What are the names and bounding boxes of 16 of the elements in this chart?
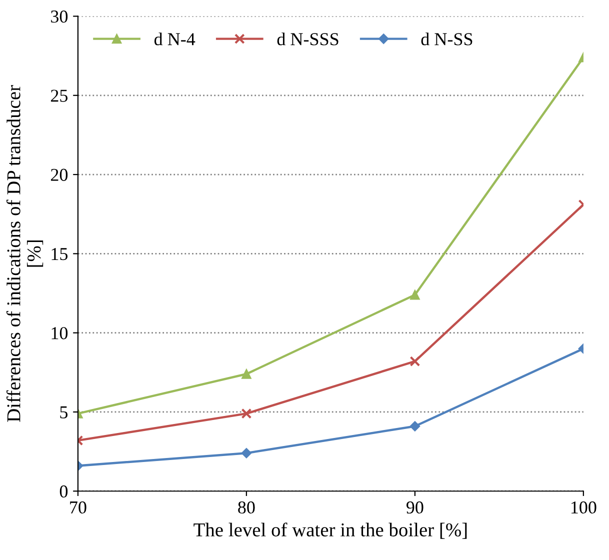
y-tick-label: 0 (60, 485, 68, 498)
y-axis-title: Differences of indications of DP transducer [%] (6, 85, 44, 422)
legend-label: d N-SSS (277, 32, 338, 46)
y-tick-label: 5 (60, 406, 68, 418)
x-tick-label: 80 (238, 501, 255, 514)
y-tick-label: 15 (52, 248, 68, 260)
y-tick-label: 30 (51, 10, 68, 23)
y-tick-label: 10 (52, 327, 68, 340)
y-tick-label: 25 (50, 90, 68, 102)
legend-label: d N-SS (421, 32, 472, 46)
x-axis-title: The level of water in the boiler [%] (194, 522, 467, 539)
x-tick-label: 100 (571, 501, 596, 514)
x-tick-label: 70 (70, 501, 86, 514)
x-tick-label: 90 (406, 501, 424, 514)
legend-label: d N-4 (154, 32, 196, 46)
y-tick-label: 20 (50, 168, 68, 181)
